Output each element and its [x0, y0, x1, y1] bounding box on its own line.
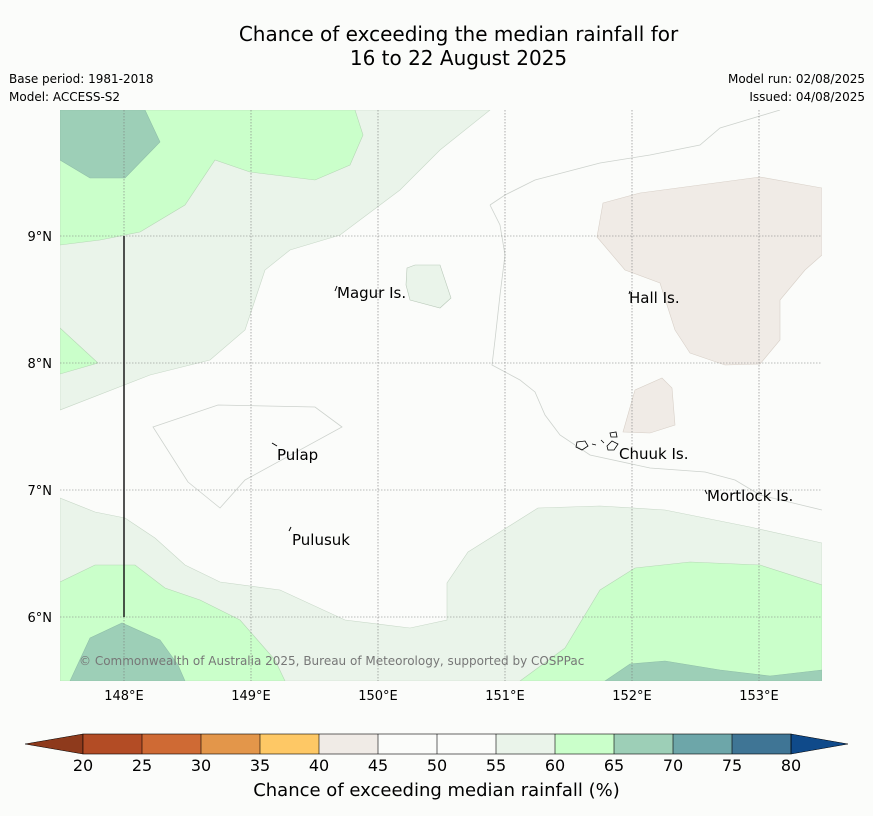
colorbar-tick: 35 [250, 756, 270, 775]
colorbar-dividers [141, 734, 733, 754]
contour-55-60-magur [405, 264, 452, 309]
colorbar-seg-65-70 [614, 734, 673, 754]
label-chuuk: Chuuk Is. [619, 445, 688, 463]
contour-40-45-hall [596, 176, 822, 366]
colorbar-tick: 20 [73, 756, 93, 775]
lat-tick-8: 8°N [28, 357, 53, 372]
contour-60-65-southeast [519, 561, 822, 681]
colorbar-seg-55-60 [496, 734, 555, 754]
label-hall: Hall Is. [629, 289, 680, 307]
label-magur: Magur Is. [337, 284, 406, 302]
contour-40-45-chuuk [622, 377, 676, 434]
colorbar-tick: 45 [368, 756, 388, 775]
colorbar-tick: 25 [132, 756, 152, 775]
contour-line-northeast [489, 110, 781, 206]
colorbar-seg-40-45 [319, 734, 378, 754]
lon-tick-148: 148°E [104, 689, 144, 704]
label-mortlock: Mortlock Is. [707, 487, 793, 505]
colorbar-ticks: 20 25 30 35 40 45 50 55 60 65 70 75 80 [73, 756, 801, 775]
colorbar-seg-20-25 [83, 734, 142, 754]
colorbar-tick: 55 [486, 756, 506, 775]
issued-text: Issued: 04/08/2025 [749, 90, 865, 104]
lon-tick-labels: 148°E 149°E 150°E 151°E 152°E 153°E [104, 689, 779, 704]
colorbar-tick: 65 [604, 756, 624, 775]
title-line-1: Chance of exceeding the median rainfall … [238, 22, 679, 46]
lat-tick-6: 6°N [28, 611, 53, 626]
island-outlines [271, 285, 708, 532]
hall-island-shape [628, 290, 631, 295]
base-period-text: Base period: 1981-2018 [9, 72, 154, 86]
contour-65-70-southwest [69, 622, 186, 681]
colorbar-tick: 40 [309, 756, 329, 775]
contour-60-65-west [60, 327, 99, 375]
magur-island-shape [334, 285, 338, 292]
lon-tick-152: 152°E [612, 689, 652, 704]
colorbar-tick: 50 [427, 756, 447, 775]
mortlock-island-shape [704, 489, 708, 495]
colorbar-seg-50-55 [437, 734, 496, 754]
map-plot-area: Magur Is. Hall Is. Pulap Chuuk Is. Mortl… [60, 110, 822, 681]
colorbar-tick: 30 [191, 756, 211, 775]
copyright-text: © Commonwealth of Australia 2025, Bureau… [79, 654, 584, 668]
label-pulap: Pulap [277, 446, 318, 464]
colorbar-seg-75-80 [732, 734, 791, 754]
colorbar-seg-60-65 [555, 734, 614, 754]
meta-right: Model run: 02/08/2025 Issued: 04/08/2025 [728, 70, 865, 106]
model-run-text: Model run: 02/08/2025 [727, 72, 865, 86]
contour-65-70-northwest [60, 110, 161, 179]
colorbar-above-arrow [790, 733, 849, 755]
place-labels: Magur Is. Hall Is. Pulap Chuuk Is. Mortl… [277, 284, 793, 549]
colorbar-tick: 60 [545, 756, 565, 775]
lat-tick-7: 7°N [28, 484, 53, 499]
colorbar-tick: 70 [663, 756, 683, 775]
meta-left: Base period: 1981-2018 Model: ACCESS-S2 [9, 70, 154, 106]
lon-tick-150: 150°E [358, 689, 398, 704]
colorbar-seg-25-30 [142, 734, 201, 754]
colorbar-tick: 80 [781, 756, 801, 775]
map-title: Chance of exceeding the median rainfall … [0, 22, 873, 70]
contour-65-70-southeast [604, 660, 822, 681]
model-text: Model: ACCESS-S2 [9, 90, 121, 104]
lon-tick-149: 149°E [231, 689, 271, 704]
label-pulusuk: Pulusuk [292, 531, 350, 549]
colorbar-title: Chance of exceeding median rainfall (%) [253, 780, 620, 801]
colorbar-seg-45-50 [378, 734, 437, 754]
lat-tick-9: 9°N [28, 230, 53, 245]
title-line-2: 16 to 22 August 2025 [349, 46, 568, 70]
lon-tick-153: 153°E [739, 689, 779, 704]
lon-tick-151: 151°E [485, 689, 525, 704]
lat-tick-labels: 9°N 8°N 7°N 6°N [28, 230, 53, 626]
colorbar-seg-35-40 [260, 734, 319, 754]
colorbar: 20 25 30 35 40 45 50 55 60 65 70 75 80 [24, 733, 849, 775]
colorbar-seg-70-75 [673, 734, 732, 754]
pulap-island-shape [271, 442, 278, 447]
colorbar-seg-30-35 [201, 734, 260, 754]
colorbar-tick: 75 [722, 756, 742, 775]
pulusuk-island-shape [288, 526, 292, 532]
contour-line-central-east [489, 204, 822, 511]
contour-line-pulap [152, 404, 343, 509]
chuuk-lagoon-shape [575, 431, 619, 451]
colorbar-below-arrow [24, 733, 84, 755]
